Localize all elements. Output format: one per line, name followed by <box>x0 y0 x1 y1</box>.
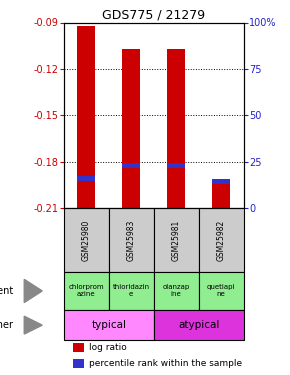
Bar <box>212 179 230 209</box>
Bar <box>109 272 154 310</box>
Bar <box>199 272 244 310</box>
Bar <box>77 176 95 180</box>
Title: GDS775 / 21279: GDS775 / 21279 <box>102 8 205 21</box>
Text: chlorprom
azine: chlorprom azine <box>68 285 104 297</box>
Bar <box>77 26 95 209</box>
Bar <box>64 272 109 310</box>
Text: atypical: atypical <box>178 320 219 330</box>
Bar <box>167 164 185 168</box>
Text: thioridazin
e: thioridazin e <box>113 285 150 297</box>
Text: log ratio: log ratio <box>89 343 127 352</box>
Bar <box>154 272 199 310</box>
Text: GSM25981: GSM25981 <box>172 219 181 261</box>
Bar <box>167 49 185 209</box>
Text: agent: agent <box>0 286 13 296</box>
Bar <box>122 164 140 168</box>
Bar <box>64 209 109 272</box>
Bar <box>154 209 199 272</box>
Text: percentile rank within the sample: percentile rank within the sample <box>89 359 242 368</box>
Text: quetiapi
ne: quetiapi ne <box>207 285 235 297</box>
Text: GSM25980: GSM25980 <box>82 219 91 261</box>
Text: GSM25982: GSM25982 <box>217 219 226 261</box>
Bar <box>64 310 154 340</box>
Text: olanzap
ine: olanzap ine <box>163 285 190 297</box>
Polygon shape <box>24 279 42 303</box>
Polygon shape <box>24 316 42 334</box>
Bar <box>212 179 230 184</box>
Bar <box>73 343 84 352</box>
Bar <box>199 209 244 272</box>
Text: typical: typical <box>91 320 126 330</box>
Text: other: other <box>0 320 13 330</box>
Text: GSM25983: GSM25983 <box>127 219 136 261</box>
Bar <box>109 209 154 272</box>
Bar <box>154 310 244 340</box>
Bar <box>122 49 140 209</box>
Bar <box>73 359 84 368</box>
